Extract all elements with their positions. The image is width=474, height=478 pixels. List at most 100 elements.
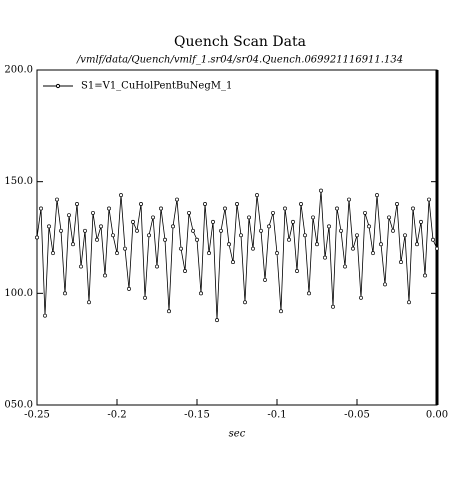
point-marker xyxy=(127,286,131,291)
point-marker xyxy=(247,215,251,220)
point-marker xyxy=(243,300,247,305)
point-marker xyxy=(175,197,179,202)
point-marker xyxy=(151,215,155,220)
point-marker xyxy=(275,251,279,256)
point-marker xyxy=(315,242,319,247)
point-marker xyxy=(359,295,363,300)
point-marker xyxy=(111,233,115,238)
x-tick-label: -0.2 xyxy=(107,410,126,421)
point-marker xyxy=(255,193,259,198)
point-marker xyxy=(331,304,335,309)
point-marker xyxy=(143,295,147,300)
point-marker xyxy=(227,242,231,247)
point-marker xyxy=(407,300,411,305)
point-marker xyxy=(103,273,107,278)
point-marker xyxy=(75,202,79,206)
point-marker xyxy=(131,219,135,224)
point-marker xyxy=(211,219,215,224)
chart-title: Quench Scan Data xyxy=(174,34,306,50)
point-marker xyxy=(219,228,223,233)
point-marker xyxy=(403,233,407,238)
point-marker xyxy=(223,206,227,211)
point-marker xyxy=(435,246,439,251)
point-marker xyxy=(231,260,235,265)
point-marker xyxy=(363,210,367,215)
point-marker xyxy=(291,219,295,224)
point-marker xyxy=(123,246,127,251)
point-marker xyxy=(239,233,243,238)
point-marker xyxy=(419,219,423,224)
y-tick-label: 150.0 xyxy=(4,176,33,187)
point-marker xyxy=(43,313,47,318)
point-marker xyxy=(335,206,339,211)
point-marker xyxy=(395,202,399,206)
chart-subtitle: /vmlf/data/Quench/vmlf_1.sr04/sr04.Quenc… xyxy=(76,55,403,66)
point-marker xyxy=(415,242,419,247)
point-marker xyxy=(79,264,83,269)
point-marker xyxy=(387,215,391,220)
point-marker xyxy=(115,251,119,256)
point-marker xyxy=(423,273,427,278)
point-marker xyxy=(119,193,123,198)
point-marker xyxy=(63,291,67,296)
point-marker xyxy=(339,228,343,233)
x-tick-label: -0.15 xyxy=(184,410,210,421)
point-marker xyxy=(155,264,159,269)
point-marker xyxy=(371,251,375,256)
point-marker xyxy=(303,233,307,238)
point-marker xyxy=(355,233,359,238)
point-marker xyxy=(195,237,199,242)
point-marker xyxy=(71,242,75,247)
point-marker xyxy=(279,309,283,314)
point-marker xyxy=(107,206,111,211)
point-marker xyxy=(307,291,311,296)
point-marker xyxy=(51,251,55,256)
point-marker xyxy=(427,197,431,202)
point-marker xyxy=(35,235,39,240)
point-marker xyxy=(147,233,151,238)
x-tick-label: -0.25 xyxy=(24,410,50,421)
point-marker xyxy=(203,202,207,206)
point-marker xyxy=(383,282,387,287)
point-marker xyxy=(179,246,183,251)
point-marker xyxy=(251,246,255,251)
point-marker xyxy=(167,309,171,314)
point-marker xyxy=(235,202,239,206)
point-marker xyxy=(319,188,323,193)
point-marker xyxy=(287,237,291,242)
point-marker xyxy=(267,224,271,229)
point-marker xyxy=(159,206,163,211)
point-marker xyxy=(183,269,187,273)
point-marker xyxy=(163,237,167,242)
point-marker xyxy=(55,197,59,202)
point-marker xyxy=(391,228,395,233)
point-marker xyxy=(399,260,403,265)
point-marker xyxy=(191,228,195,233)
point-marker xyxy=(323,255,327,260)
series-line xyxy=(36,190,438,321)
point-marker xyxy=(187,210,191,215)
point-marker xyxy=(83,228,87,233)
point-marker xyxy=(351,246,355,251)
x-tick-label: 0.00 xyxy=(426,410,448,421)
x-axis-label: sec xyxy=(229,429,246,440)
point-marker xyxy=(379,242,383,247)
point-marker xyxy=(47,224,51,229)
y-tick-label: 050.0 xyxy=(4,400,33,411)
point-marker xyxy=(367,224,371,229)
point-marker xyxy=(259,228,263,233)
point-marker xyxy=(135,228,139,233)
y-tick-label: 100.0 xyxy=(4,288,33,299)
point-marker xyxy=(295,269,299,273)
point-marker xyxy=(375,193,379,198)
point-marker xyxy=(347,197,351,202)
point-marker xyxy=(343,264,347,269)
point-marker xyxy=(59,228,63,233)
x-tick-label: -0.1 xyxy=(267,410,286,421)
point-marker xyxy=(99,224,103,229)
point-marker xyxy=(283,206,287,211)
legend-marker xyxy=(55,83,61,89)
point-marker xyxy=(327,224,331,229)
point-marker xyxy=(91,210,95,215)
